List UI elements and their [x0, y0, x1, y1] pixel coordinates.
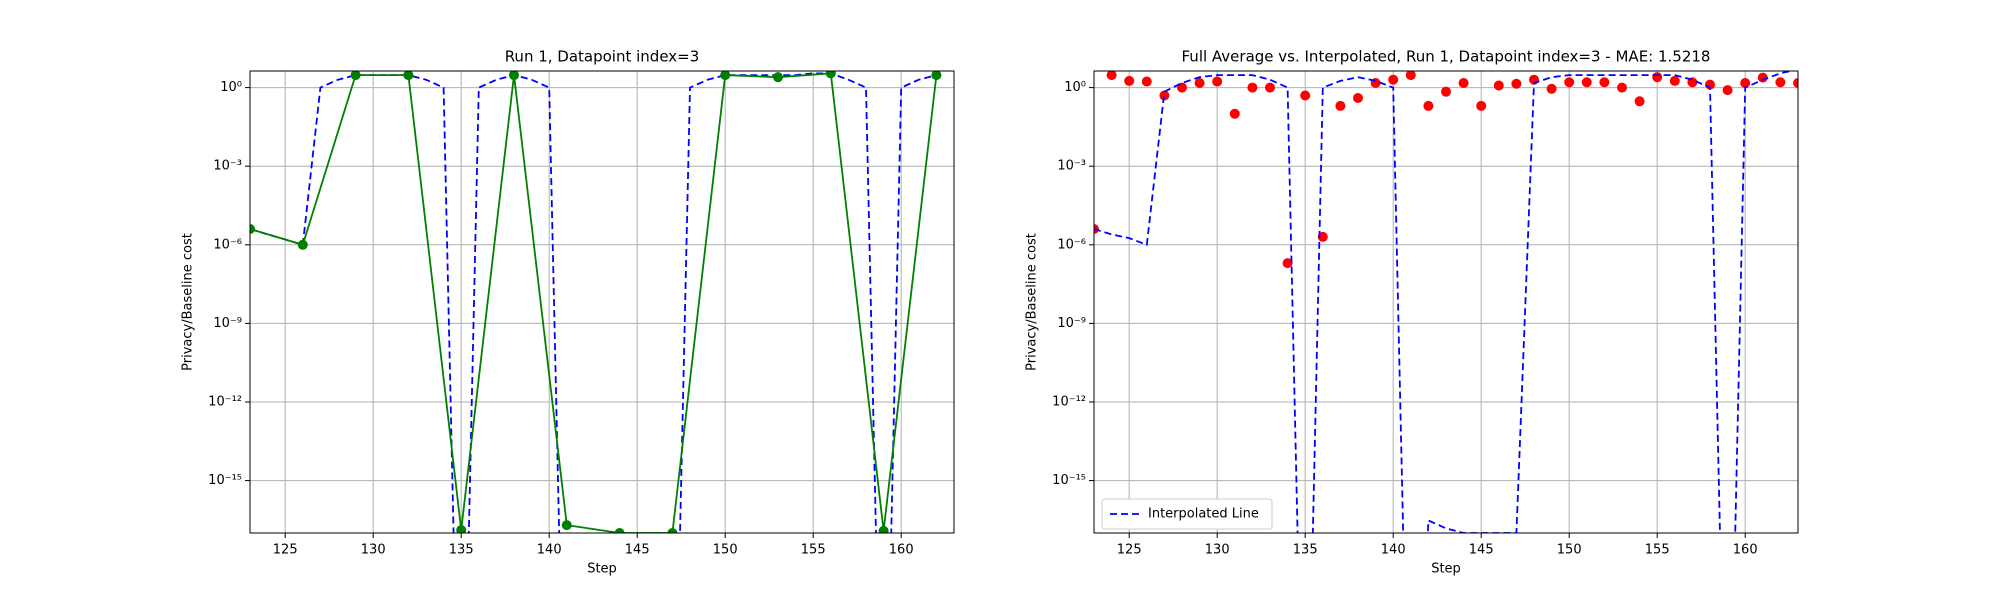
- scatter-point: [1141, 76, 1152, 87]
- scatter-point: [1423, 100, 1434, 111]
- scatter-point: [1159, 90, 1170, 101]
- x-tick-label: 125: [273, 543, 298, 558]
- series-line: [250, 72, 938, 533]
- scatter-point: [1652, 72, 1663, 83]
- line-marker: [720, 71, 731, 81]
- series-line: [250, 72, 937, 533]
- scatter-point: [1194, 77, 1205, 88]
- scatter-point: [1740, 77, 1751, 88]
- scatter-point: [1546, 83, 1557, 94]
- scatter-point: [1564, 77, 1575, 88]
- scatter-point: [1493, 80, 1504, 91]
- line-marker: [403, 71, 414, 81]
- chart-title: Full Average vs. Interpolated, Run 1, Da…: [1182, 48, 1711, 66]
- subplot: Full Average vs. Interpolated, Run 1, Da…: [1025, 48, 1799, 577]
- line-marker: [561, 520, 572, 531]
- y-tick-label: 10⁻⁶: [213, 237, 242, 252]
- scatter-point: [1212, 76, 1223, 87]
- y-axis-label: Privacy/Baseline cost: [181, 233, 196, 371]
- scatter-point: [1634, 96, 1645, 107]
- scatter-point: [1511, 78, 1522, 89]
- series-line: [1094, 71, 1795, 533]
- plot-area: [1094, 71, 1798, 533]
- scatter-point: [1335, 100, 1346, 111]
- x-tick-label: 130: [361, 543, 386, 558]
- y-tick-label: 10⁻¹²: [1052, 394, 1086, 409]
- plot-area: [250, 71, 942, 533]
- line-marker: [773, 72, 783, 83]
- scatter-point: [1441, 86, 1451, 97]
- x-tick-label: 150: [713, 543, 738, 558]
- scatter-point: [1353, 93, 1363, 104]
- x-tick-label: 140: [1381, 543, 1406, 558]
- axes-frame: [1093, 70, 1799, 534]
- x-tick-label: 155: [801, 543, 826, 558]
- scatter-point: [1669, 75, 1680, 86]
- subplot: Run 1, Datapoint index=3 Step Privacy/Base…: [181, 48, 955, 577]
- x-tick-label: 160: [1733, 543, 1758, 558]
- scatter-point: [1388, 74, 1399, 85]
- scatter-point: [1405, 71, 1416, 81]
- x-axis-label: Step: [1431, 562, 1461, 577]
- y-axis-label: Privacy/Baseline cost: [1025, 233, 1040, 371]
- scatter-point: [1106, 71, 1117, 81]
- y-tick-label: 10⁰: [1064, 80, 1086, 95]
- x-tick-label: 145: [1469, 543, 1494, 558]
- scatter-point: [1599, 77, 1610, 88]
- line-marker: [825, 71, 836, 79]
- x-tick-label: 135: [1293, 543, 1318, 558]
- x-tick-label: 140: [537, 543, 562, 558]
- legend-box: [1101, 498, 1273, 530]
- scatter-point: [1247, 82, 1258, 93]
- x-axis-label: Step: [587, 562, 617, 577]
- line-marker: [297, 239, 308, 250]
- scatter-point: [1476, 100, 1487, 111]
- y-tick-label: 10⁻¹²: [208, 394, 242, 409]
- axes-frame: [249, 70, 955, 534]
- line-marker: [456, 525, 467, 533]
- x-tick-label: 130: [1205, 543, 1230, 558]
- y-tick-label: 10⁰: [220, 80, 242, 95]
- y-tick-label: 10⁻⁶: [1057, 237, 1086, 252]
- y-tick-label: 10⁻⁹: [1057, 316, 1086, 331]
- scatter-point: [1722, 85, 1733, 96]
- scatter-point: [1124, 75, 1135, 86]
- scatter-point: [1617, 82, 1627, 93]
- x-tick-label: 145: [625, 543, 650, 558]
- scatter-point: [1458, 77, 1469, 88]
- line-marker: [250, 224, 255, 235]
- scatter-point: [1229, 108, 1240, 119]
- line-marker: [350, 71, 361, 81]
- x-tick-label: 150: [1557, 543, 1582, 558]
- x-tick-label: 135: [449, 543, 474, 558]
- scatter-point: [1793, 77, 1798, 88]
- x-tick-label: 125: [1117, 543, 1142, 558]
- line-marker: [878, 525, 889, 533]
- line-marker: [509, 71, 519, 81]
- line-marker: [931, 71, 942, 81]
- y-tick-label: 10⁻¹⁵: [208, 473, 242, 488]
- scatter-point: [1265, 82, 1275, 93]
- scatter-point: [1300, 90, 1311, 101]
- scatter-point: [1775, 77, 1786, 88]
- line-marker: [614, 528, 625, 533]
- x-tick-label: 155: [1645, 543, 1670, 558]
- y-tick-label: 10⁻³: [213, 159, 242, 174]
- scatter-point: [1282, 258, 1293, 269]
- y-tick-label: 10⁻⁹: [213, 316, 242, 331]
- legend-label: Interpolated Line: [1148, 507, 1259, 522]
- line-marker: [667, 528, 678, 533]
- y-tick-label: 10⁻³: [1057, 159, 1086, 174]
- scatter-point: [1581, 77, 1592, 88]
- chart-title: Run 1, Datapoint index=3: [505, 48, 700, 66]
- x-tick-label: 160: [889, 543, 914, 558]
- scatter-point: [1757, 72, 1768, 83]
- y-tick-label: 10⁻¹⁵: [1052, 473, 1086, 488]
